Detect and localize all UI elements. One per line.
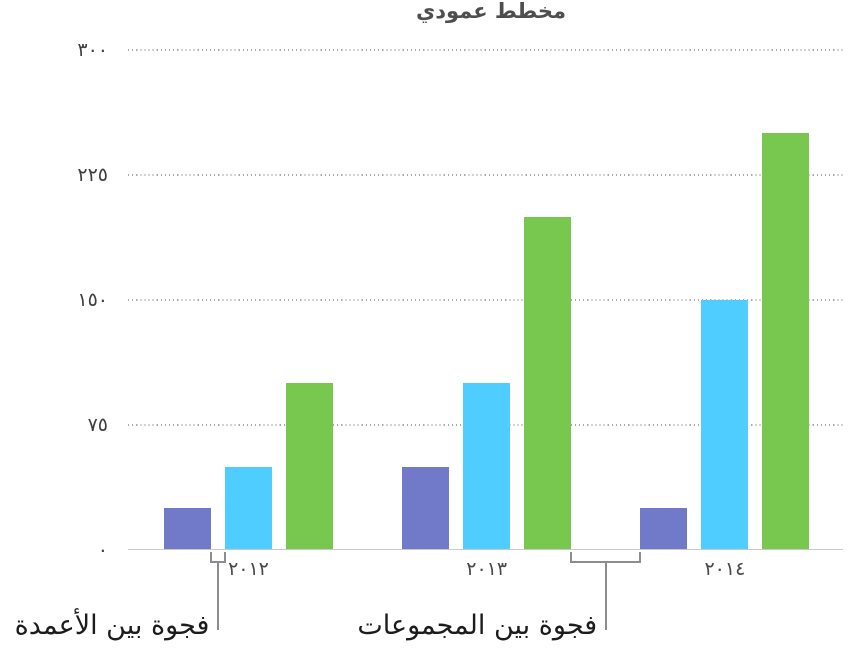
y-axis-tick-label: ١٥٠: [77, 288, 108, 311]
bar-group2-series3: [524, 216, 572, 550]
bar-group3-series3: [762, 133, 810, 550]
bar-group3-series1: [640, 508, 688, 550]
x-axis-category-label: ٢٠١٢: [228, 557, 269, 580]
bar-group2-series2: [463, 383, 511, 550]
y-axis-tick-label: ٠: [97, 538, 108, 561]
gridline-225: [128, 174, 843, 176]
column-gap-callout-line: [216, 560, 220, 631]
x-axis-line: [128, 548, 843, 551]
gridline-300: [128, 49, 843, 51]
gridline-150: [128, 299, 843, 301]
y-axis-tick-label: ٢٢٥: [77, 163, 108, 186]
bar-group3-series2: [701, 300, 749, 550]
bar-group1-series3: [286, 383, 333, 550]
x-axis-category-label: ٢٠١٣: [466, 557, 508, 580]
y-axis-tick-label: ٣٠٠: [77, 38, 108, 61]
chart-title: مخطط عمودي: [415, 0, 566, 23]
bar-group1-series1: [164, 508, 211, 550]
group-gap-label: فجوة بين المجموعات: [357, 610, 598, 642]
x-axis-category-label: ٢٠١٤: [704, 557, 746, 580]
bar-group2-series1: [402, 466, 450, 550]
bar-group1-series2: [225, 466, 272, 550]
column-gap-label: فجوة بين الأعمدة: [14, 610, 210, 642]
y-axis-tick-label: ٧٥: [87, 413, 108, 436]
group-gap-callout-line: [604, 560, 607, 631]
